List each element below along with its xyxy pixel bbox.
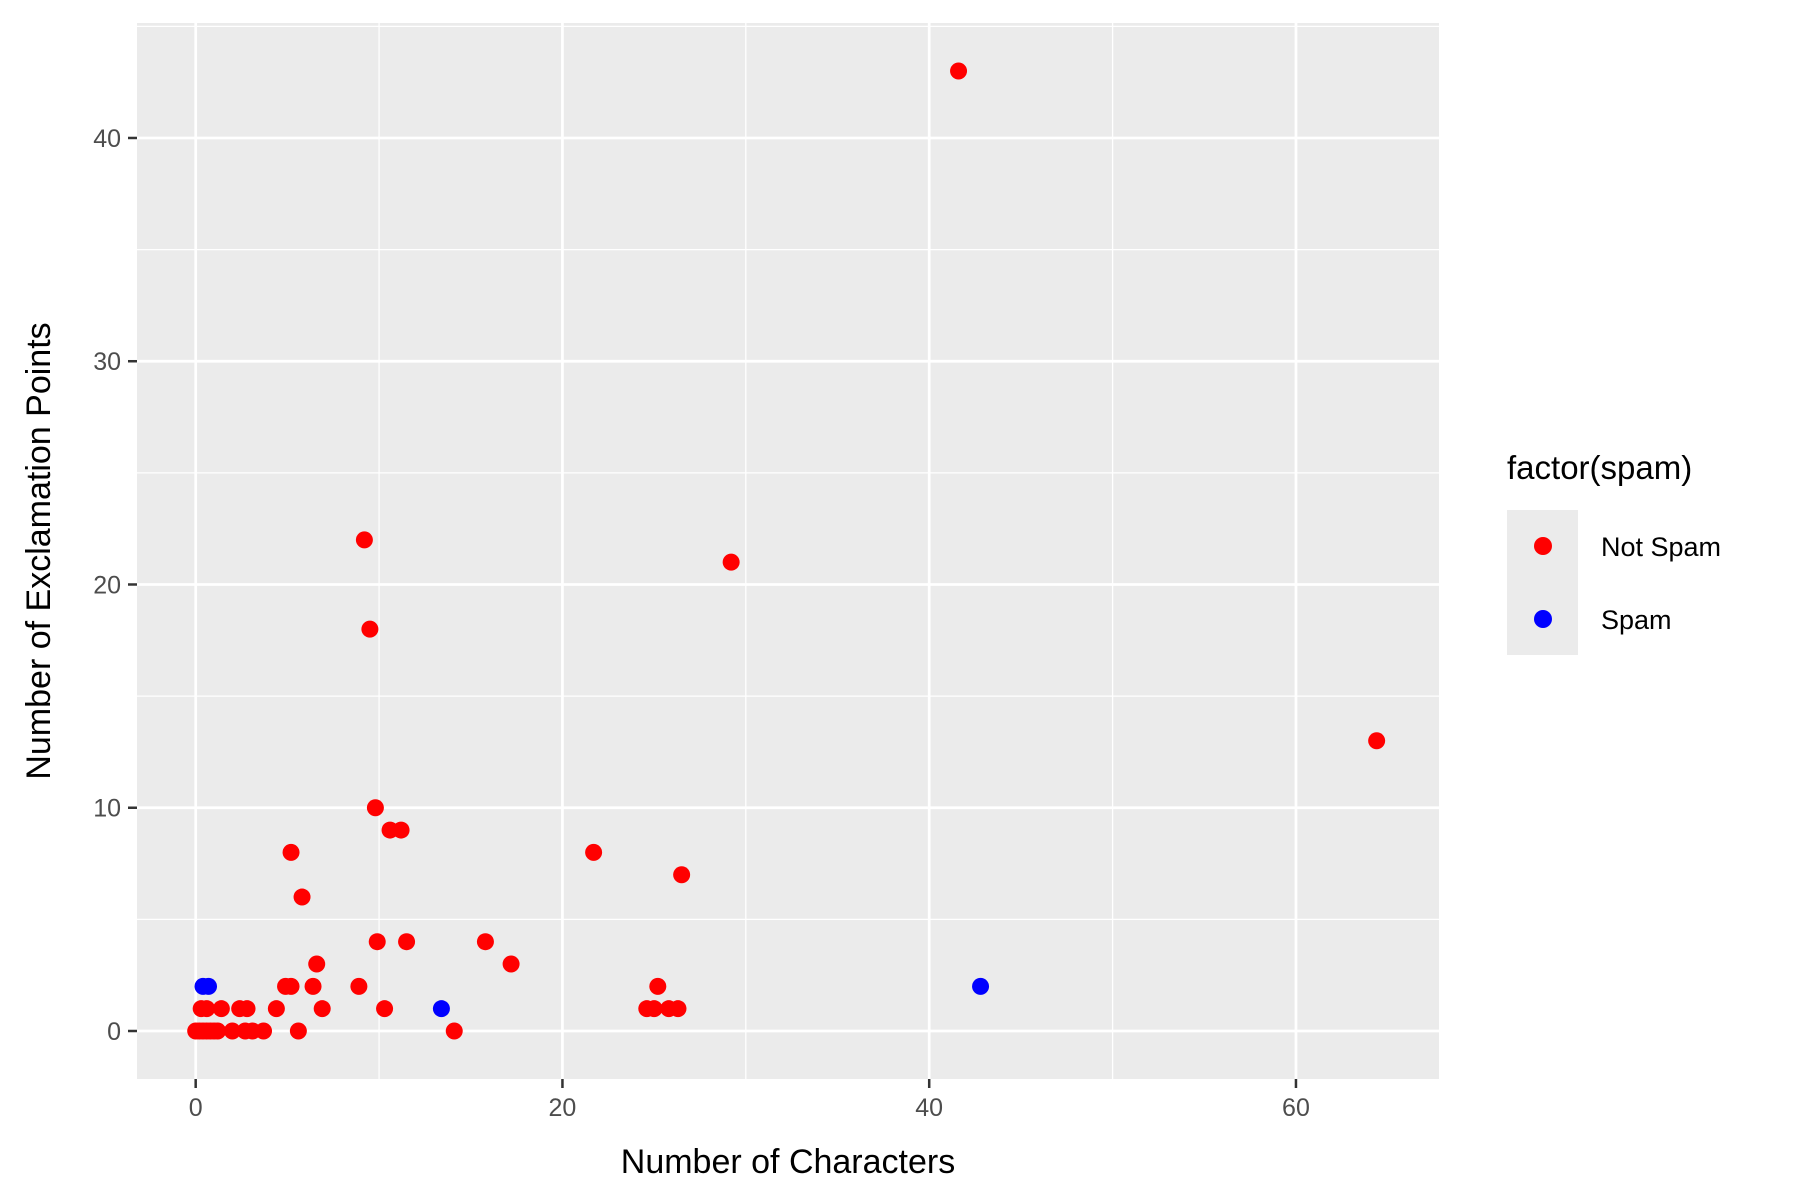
- x-tick-label: 60: [1282, 1094, 1310, 1122]
- minor-gridlines: [137, 23, 1439, 1079]
- data-point-not-spam: [308, 955, 326, 973]
- data-point-not-spam: [289, 1022, 307, 1040]
- data-point-not-spam: [376, 1000, 394, 1018]
- legend-label-not-spam: Not Spam: [1601, 532, 1721, 562]
- data-point-not-spam: [398, 933, 416, 951]
- y-tick-label: 10: [93, 795, 121, 823]
- data-point-not-spam: [267, 1000, 285, 1018]
- data-point-not-spam: [198, 1000, 216, 1018]
- x-axis-title: Number of Characters: [621, 1143, 955, 1181]
- data-point-not-spam: [255, 1022, 273, 1040]
- y-tick-label: 0: [107, 1018, 121, 1046]
- y-axis-title: Number of Exclamation Points: [20, 322, 58, 779]
- x-axis-ticks: 0 20 40 60: [189, 1079, 1310, 1122]
- data-point-not-spam: [368, 933, 386, 951]
- data-point-not-spam: [722, 553, 740, 571]
- data-point-not-spam: [304, 977, 322, 995]
- x-tick-label: 0: [189, 1094, 203, 1122]
- data-point-not-spam: [355, 531, 373, 549]
- data-point-not-spam: [223, 1022, 241, 1040]
- data-point-not-spam: [392, 821, 410, 839]
- data-point-not-spam: [645, 1000, 663, 1018]
- data-points: [187, 62, 1386, 1040]
- legend-key-background: [1507, 510, 1578, 655]
- data-point-spam: [432, 1000, 450, 1018]
- data-point-not-spam: [1368, 732, 1386, 750]
- plot-panel: [137, 23, 1439, 1079]
- data-point-not-spam: [366, 799, 384, 817]
- data-point-not-spam: [238, 1000, 256, 1018]
- y-tick-label: 40: [93, 125, 121, 153]
- y-axis-ticks: 0 10 20 30 40: [93, 125, 137, 1046]
- data-point-not-spam: [313, 1000, 331, 1018]
- data-point-not-spam: [476, 933, 494, 951]
- data-point-not-spam: [212, 1000, 230, 1018]
- data-point-not-spam: [669, 1000, 687, 1018]
- x-tick-label: 20: [549, 1094, 577, 1122]
- x-tick-label: 40: [915, 1094, 943, 1122]
- legend-key-not-spam: [1534, 537, 1552, 555]
- data-point-not-spam: [585, 843, 603, 861]
- data-point-spam: [972, 977, 990, 995]
- data-point-not-spam: [950, 62, 968, 80]
- data-point-not-spam: [361, 620, 379, 638]
- y-tick-label: 30: [93, 348, 121, 376]
- legend-label-spam: Spam: [1601, 605, 1672, 635]
- major-gridlines: [137, 23, 1439, 1079]
- data-point-not-spam: [350, 977, 368, 995]
- data-point-not-spam: [673, 866, 691, 884]
- data-point-not-spam: [282, 843, 300, 861]
- legend: factor(spam) Not Spam Spam: [1507, 449, 1721, 655]
- data-point-not-spam: [649, 977, 667, 995]
- data-point-not-spam: [445, 1022, 463, 1040]
- legend-title: factor(spam): [1507, 449, 1692, 486]
- y-tick-label: 20: [93, 571, 121, 599]
- data-point-not-spam: [293, 888, 311, 906]
- data-point-not-spam: [282, 977, 300, 995]
- data-point-spam: [200, 977, 218, 995]
- data-point-not-spam: [209, 1022, 227, 1040]
- data-point-not-spam: [502, 955, 520, 973]
- legend-key-spam: [1534, 610, 1552, 628]
